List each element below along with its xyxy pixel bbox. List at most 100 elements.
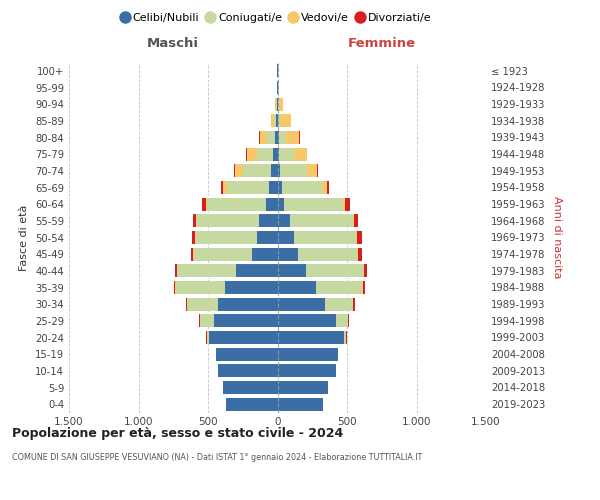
Bar: [278, 131, 286, 144]
Text: Femmine: Femmine: [347, 37, 416, 50]
Bar: [206, 331, 209, 344]
Bar: [306, 264, 364, 278]
Bar: [275, 131, 277, 144]
Bar: [178, 264, 236, 278]
Bar: [286, 131, 299, 144]
Bar: [290, 214, 353, 228]
Bar: [192, 231, 195, 244]
Bar: [277, 181, 281, 194]
Bar: [336, 314, 348, 328]
Bar: [175, 264, 177, 278]
Bar: [193, 248, 194, 260]
Bar: [277, 131, 278, 144]
Bar: [280, 164, 307, 177]
Bar: [346, 331, 347, 344]
Bar: [294, 231, 356, 244]
Bar: [277, 281, 316, 294]
Bar: [353, 298, 355, 310]
Y-axis label: Anni di nascita: Anni di nascita: [552, 196, 562, 278]
Bar: [277, 248, 298, 260]
Bar: [277, 348, 338, 360]
Bar: [277, 381, 328, 394]
Bar: [346, 198, 350, 210]
Bar: [202, 198, 206, 210]
Bar: [271, 164, 277, 177]
Bar: [277, 214, 290, 228]
Bar: [193, 214, 196, 228]
Bar: [195, 231, 196, 244]
Bar: [299, 131, 300, 144]
Bar: [187, 298, 218, 310]
Bar: [277, 298, 325, 310]
Bar: [274, 114, 276, 128]
Bar: [208, 198, 266, 210]
Bar: [260, 131, 266, 144]
Bar: [316, 281, 362, 294]
Bar: [223, 181, 227, 194]
Bar: [175, 281, 176, 294]
Bar: [277, 398, 323, 410]
Bar: [234, 164, 235, 177]
Bar: [325, 298, 353, 310]
Bar: [253, 248, 277, 260]
Bar: [317, 164, 318, 177]
Bar: [194, 248, 253, 260]
Bar: [277, 198, 284, 210]
Bar: [279, 148, 295, 160]
Bar: [357, 231, 362, 244]
Bar: [358, 248, 362, 260]
Bar: [364, 264, 367, 278]
Bar: [199, 314, 200, 328]
Bar: [236, 264, 277, 278]
Bar: [215, 348, 217, 360]
Bar: [224, 281, 277, 294]
Bar: [353, 214, 354, 228]
Bar: [196, 231, 257, 244]
Bar: [226, 398, 277, 410]
Bar: [197, 214, 259, 228]
Bar: [200, 314, 214, 328]
Bar: [348, 314, 349, 328]
Bar: [177, 264, 178, 278]
Text: Maschi: Maschi: [147, 37, 199, 50]
Bar: [269, 181, 277, 194]
Bar: [278, 98, 283, 110]
Bar: [278, 114, 280, 128]
Bar: [276, 114, 277, 128]
Bar: [277, 231, 294, 244]
Bar: [271, 114, 274, 128]
Text: COMUNE DI SAN GIUSEPPE VESUVIANO (NA) - Dati ISTAT 1° gennaio 2024 - Elaborazion: COMUNE DI SAN GIUSEPPE VESUVIANO (NA) - …: [12, 452, 422, 462]
Bar: [176, 281, 224, 294]
Bar: [343, 198, 346, 210]
Bar: [344, 331, 346, 344]
Bar: [277, 164, 280, 177]
Bar: [206, 198, 208, 210]
Bar: [266, 198, 277, 210]
Bar: [277, 264, 306, 278]
Bar: [227, 181, 269, 194]
Bar: [327, 181, 329, 194]
Bar: [257, 148, 274, 160]
Bar: [298, 248, 358, 260]
Y-axis label: Fasce di età: Fasce di età: [19, 204, 29, 270]
Bar: [214, 314, 277, 328]
Bar: [218, 298, 277, 310]
Bar: [295, 148, 307, 160]
Bar: [277, 314, 336, 328]
Bar: [235, 164, 243, 177]
Bar: [277, 148, 279, 160]
Bar: [217, 348, 277, 360]
Text: Popolazione per età, sesso e stato civile - 2024: Popolazione per età, sesso e stato civil…: [12, 428, 343, 440]
Bar: [277, 364, 336, 378]
Bar: [266, 131, 275, 144]
Bar: [356, 231, 357, 244]
Bar: [191, 248, 193, 260]
Bar: [243, 164, 271, 177]
Bar: [276, 98, 277, 110]
Bar: [196, 214, 197, 228]
Bar: [257, 231, 277, 244]
Bar: [307, 164, 317, 177]
Bar: [274, 148, 277, 160]
Bar: [223, 381, 277, 394]
Bar: [277, 331, 344, 344]
